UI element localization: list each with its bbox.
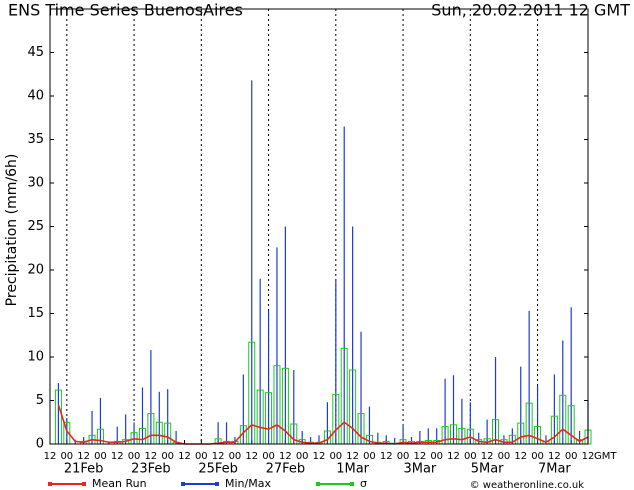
x-tick-label: 00 — [229, 451, 242, 462]
x-unit: GMT — [594, 451, 617, 462]
plot-frame — [49, 8, 589, 445]
date-label: 7Mar — [538, 462, 571, 477]
legend-dot — [350, 482, 354, 486]
x-tick-label: 12 — [447, 451, 460, 462]
x-tick-label: 12 — [481, 451, 494, 462]
credit: © weatheronline.co.uk — [470, 480, 585, 490]
legend-label: Min/Max — [225, 477, 271, 490]
y-tick-label: 20 — [27, 263, 44, 278]
date-label: 27Feb — [266, 462, 306, 477]
y-tick-label: 0 — [36, 437, 44, 452]
mean-run-line — [57, 404, 589, 445]
x-tick-label: 00 — [296, 451, 309, 462]
x-tick-label: 00 — [498, 451, 511, 462]
chart-subtitle: Sun, 20.02.2011 12 GMT — [431, 1, 630, 20]
date-label: 23Feb — [131, 462, 171, 477]
legend-dot — [82, 482, 86, 486]
x-tick-label: 12 — [77, 451, 90, 462]
x-tick-label: 12 — [380, 451, 393, 462]
x-tick-label: 12 — [548, 451, 561, 462]
x-tick-label: 00 — [161, 451, 174, 462]
x-tick-label: 00 — [565, 451, 578, 462]
y-tick-label: 15 — [27, 306, 44, 321]
y-tick-label: 45 — [27, 45, 44, 60]
x-tick-label: 00 — [397, 451, 410, 462]
x-tick-label: 00 — [363, 451, 376, 462]
legend-dot — [181, 482, 185, 486]
x-tick-label: 12 — [245, 451, 258, 462]
legend-dot — [215, 482, 219, 486]
y-tick-label: 5 — [36, 393, 44, 408]
legend-dot — [48, 482, 52, 486]
x-tick-label: 12 — [279, 451, 292, 462]
x-tick-label: 00 — [430, 451, 443, 462]
x-tick-label: 00 — [60, 451, 73, 462]
x-tick-label: 00 — [531, 451, 544, 462]
date-label: 21Feb — [64, 462, 104, 477]
y-axis-label: Precipitation (mm/6h) — [4, 154, 20, 307]
x-tick-label: 12 — [514, 451, 527, 462]
x-tick-label: 12 — [582, 451, 595, 462]
x-tick-label: 12 — [178, 451, 191, 462]
y-tick-label: 35 — [27, 132, 44, 147]
x-tick-label: 00 — [464, 451, 477, 462]
legend-label: Mean Run — [92, 477, 147, 490]
y-tick-label: 30 — [27, 176, 44, 191]
x-tick-label: 12 — [111, 451, 124, 462]
x-tick-label: 12 — [346, 451, 359, 462]
legend-dot — [316, 482, 320, 486]
x-tick-label: 12 — [44, 451, 57, 462]
date-label: 3Mar — [403, 462, 436, 477]
legend-label: σ — [360, 477, 367, 490]
x-tick-label: 12 — [145, 451, 158, 462]
y-tick-label: 10 — [27, 350, 44, 365]
date-label: 5Mar — [471, 462, 504, 477]
date-label: 1Mar — [336, 462, 369, 477]
date-label: 25Feb — [198, 462, 238, 477]
chart-title: ENS Time Series BuenosAires — [8, 1, 243, 20]
x-tick-label: 00 — [128, 451, 141, 462]
y-tick-label: 40 — [27, 89, 44, 104]
x-tick-label: 12 — [313, 451, 326, 462]
x-tick-label: 12 — [414, 451, 427, 462]
x-tick-label: 00 — [329, 451, 342, 462]
y-tick-label: 25 — [27, 219, 44, 234]
x-tick-label: 12 — [212, 451, 225, 462]
x-tick-label: 00 — [262, 451, 275, 462]
x-tick-label: 00 — [195, 451, 208, 462]
x-tick-label: 00 — [94, 451, 107, 462]
